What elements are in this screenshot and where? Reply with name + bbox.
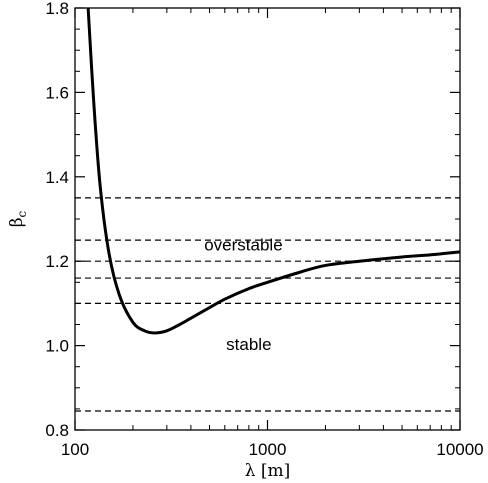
- x-tick-label: 1000: [249, 440, 287, 459]
- y-tick-label: 1.2: [45, 252, 69, 271]
- y-tick-label: 1.8: [45, 0, 69, 18]
- plot-frame: [74, 7, 461, 431]
- axes: 100 1000 10000 0.8 1.0 1.2 1.4 1.6 1.8: [45, 0, 483, 459]
- x-axis-title: λ [m]: [245, 461, 291, 481]
- x-tick-label: 100: [61, 440, 89, 459]
- annotation-stable: stable: [226, 335, 271, 354]
- annotation-overstable: overstable: [204, 236, 282, 255]
- beta-c-curve: [86, 8, 460, 335]
- y-axis-title-sub: c: [15, 210, 29, 217]
- y-tick-label: 1.0: [45, 337, 69, 356]
- y-axis-title: βc: [7, 210, 29, 227]
- threshold-lines: [75, 197, 460, 412]
- y-axis-title-main: β: [7, 217, 27, 227]
- x-tick-label: 10000: [436, 440, 483, 459]
- y-tick-label: 1.4: [45, 168, 69, 187]
- curve-layer: [86, 8, 460, 335]
- y-tick-label: 0.8: [45, 421, 69, 440]
- y-tick-label: 1.6: [45, 83, 69, 102]
- annotations: overstable stable: [204, 236, 282, 354]
